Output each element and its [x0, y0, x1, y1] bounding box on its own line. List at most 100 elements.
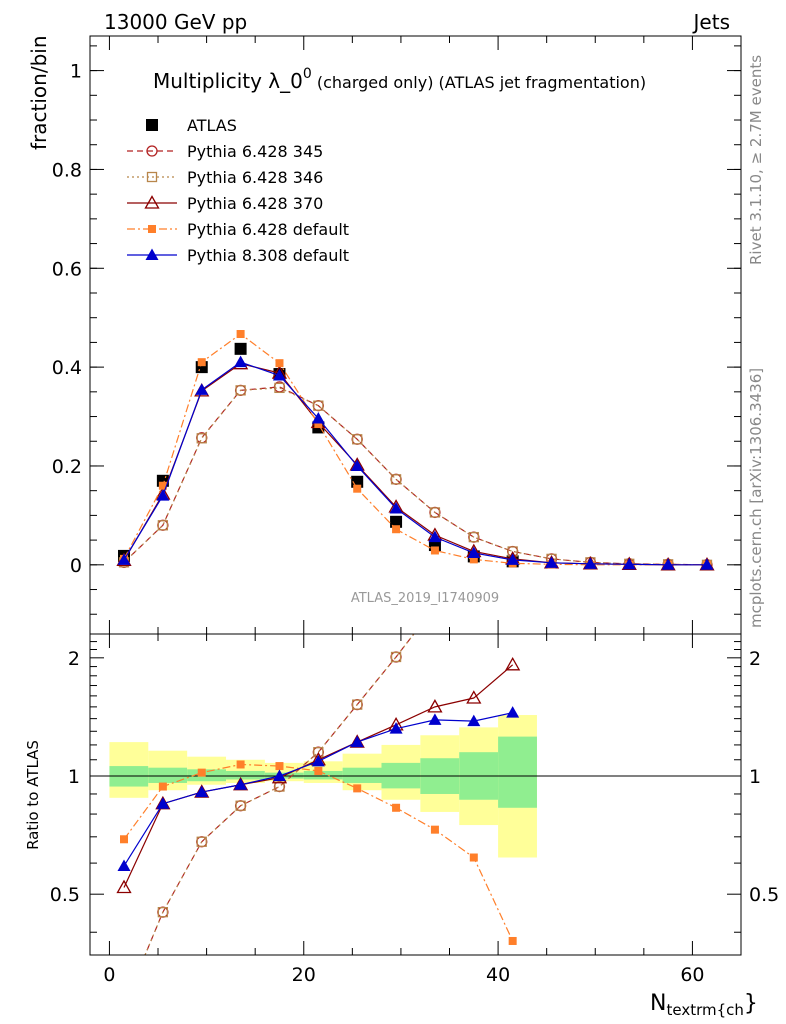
main-ytick-label: 1: [70, 61, 82, 83]
data-point: [314, 419, 323, 428]
ratio-data-point: [117, 859, 131, 871]
ratio-band-inner: [226, 770, 265, 780]
ratio-bands: [109, 715, 537, 858]
ratio-data-point: [195, 785, 209, 798]
data-point: [390, 474, 402, 485]
ratio-data-point: [390, 651, 402, 663]
main-ytick-label: 0.6: [52, 258, 82, 280]
ratio-series-pythia-8-308-default: [117, 706, 520, 871]
legend-marker: [146, 119, 158, 131]
main-ytick-label: 0.8: [52, 159, 82, 181]
data-point: [468, 531, 479, 543]
x-axis-label-sub: textrm{ch: [666, 1001, 743, 1019]
ratio-data-point: [430, 825, 439, 834]
legend-marker: [144, 195, 160, 209]
ratio-xtick-label: 60: [680, 964, 704, 986]
ratio-xtick-label: 0: [103, 964, 115, 986]
ratio-data-point: [158, 782, 167, 791]
ratio-panel: 0.5 0.51 12 20 20 40 60 Ratio to ATLAS Ntextrm…: [24, 562, 779, 1019]
ratio-data-point: [466, 690, 482, 704]
data-point: [158, 481, 167, 490]
ratio-series-pythia-6-428-default: [120, 760, 517, 945]
legend-item-atlas: ATLAS: [146, 116, 237, 135]
ratio-data-point: [234, 778, 248, 790]
legend-marker: [146, 145, 158, 157]
data-point: [311, 412, 325, 424]
main-title-suffix: (charged only) (ATLAS jet fragmentation): [312, 73, 646, 92]
ratio-data-point: [352, 699, 363, 710]
data-point: [545, 556, 559, 568]
data-point: [622, 557, 636, 570]
x-axis-label-tail: }: [744, 991, 758, 1016]
ratio-ytick-label-right: 0.5: [749, 884, 779, 906]
main-title-sup: 0: [303, 66, 312, 82]
ratio-data-point: [156, 797, 170, 809]
ratio-ytick-label-right: 1: [749, 766, 761, 788]
data-point: [352, 434, 363, 445]
series-pythia-6-428-default: [120, 330, 711, 569]
data-point: [428, 530, 442, 543]
main-ticks: [90, 36, 741, 634]
data-point: [389, 501, 403, 514]
analysis-id: ATLAS_2019_I1740909: [351, 591, 499, 606]
x-axis-label-main: N: [650, 991, 666, 1016]
main-tick-labels: 0 0.2 0.4 0.6 0.8 1: [52, 61, 82, 577]
ratio-ytick-label: 2: [68, 648, 80, 670]
series-pythia-6-428-370: [116, 355, 715, 571]
series-line: [123, 387, 708, 566]
legend-label: Pythia 6.428 346: [187, 168, 323, 187]
legend-item-pythia-8-308-default: Pythia 8.308 default: [127, 246, 349, 265]
ratio-ytick-label-right: 2: [749, 648, 761, 670]
main-title: Multiplicity λ_00 (charged only) (ATLAS …: [153, 66, 646, 93]
ratio-data-point: [274, 781, 285, 792]
data-point: [234, 355, 248, 368]
series-line: [123, 361, 707, 566]
data-point: [390, 515, 403, 528]
main-ytick-label: 0.2: [52, 456, 82, 478]
series-pythia-8-308-default: [117, 355, 714, 570]
ratio-series-line: [144, 634, 415, 955]
legend-label: Pythia 6.428 345: [187, 142, 323, 161]
ratio-band-inner: [303, 770, 343, 780]
series-line: [123, 386, 708, 566]
data-point: [272, 369, 286, 381]
ratio-data-point: [508, 936, 517, 945]
ratio-data-point: [469, 562, 479, 572]
ratio-data-point: [314, 766, 323, 775]
data-point: [430, 546, 439, 555]
ratio-data-point: [427, 699, 443, 713]
ratio-data-point: [428, 713, 442, 725]
data-point: [196, 433, 207, 444]
data-point: [313, 400, 324, 411]
legend-label: Pythia 6.428 default: [187, 220, 349, 239]
legend-label: Pythia 8.308 default: [187, 246, 349, 265]
ratio-ytick-label: 1: [68, 766, 80, 788]
ratio-data-point: [197, 768, 206, 777]
ratio-data-point: [350, 735, 364, 748]
legend-marker: [148, 225, 156, 233]
data-point: [234, 342, 247, 355]
ratio-data-point: [235, 800, 246, 811]
data-point: [275, 359, 284, 368]
data-point: [117, 553, 131, 565]
series-pythia-6-428-346: [118, 382, 713, 570]
main-series: [116, 330, 715, 571]
ratio-data-point: [236, 760, 245, 769]
ratio-data-point: [272, 769, 286, 782]
ratio-data-point: [506, 706, 520, 718]
data-point: [661, 558, 675, 570]
header-left: 13000 GeV pp: [104, 10, 247, 34]
main-title-text: Multiplicity λ_0: [153, 69, 303, 93]
data-point: [429, 507, 441, 518]
ratio-data-point: [505, 656, 521, 671]
legend-marker: [146, 171, 158, 183]
ratio-ytick-label: 0.5: [50, 884, 80, 906]
data-point: [469, 555, 478, 564]
mcplots-label: mcplots.cern.ch [arXiv:1306.3436]: [747, 368, 765, 628]
ratio-data-point: [120, 835, 129, 844]
main-ylabel: fraction/bin: [27, 36, 51, 151]
legend-label: Pythia 6.428 370: [187, 194, 323, 213]
ratio-ticks: [90, 634, 741, 955]
ratio-band-inner: [148, 767, 188, 783]
ratio-ylabel: Ratio to ATLAS: [24, 740, 42, 850]
